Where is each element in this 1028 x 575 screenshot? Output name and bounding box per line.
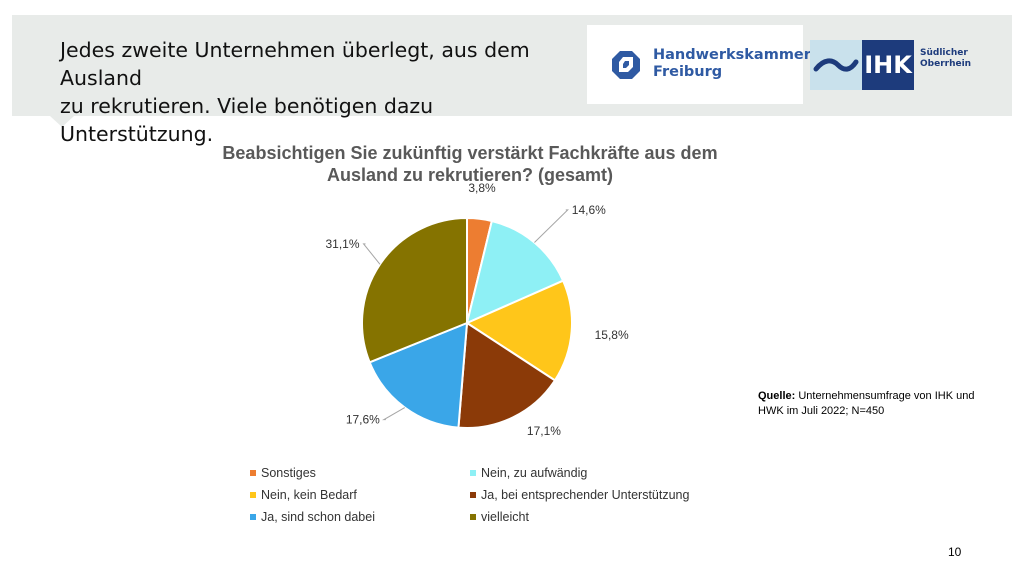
ihk-logo-wave [810,40,862,90]
legend-item-vielleicht: vielleicht [470,510,529,524]
data-label-1: 14,6% [572,203,606,217]
hwk-logo-text: Handwerkskammer Freiburg [653,47,811,81]
ihk-region-line-1: Südlicher [920,48,968,58]
chart-title-line-2: Ausland zu rekrutieren? (gesamt) [326,165,614,185]
headline-line-1: Jedes zweite Unternehmen überlegt, aus d… [60,38,530,90]
legend-item-ja-unterstuetzung: Ja, bei entsprechender Unterstützung [470,488,689,502]
chart-title: Beabsichtigen Sie zukünftig verstärkt Fa… [160,142,780,186]
legend-swatch [470,469,476,476]
legend-swatch [250,469,256,476]
leader-line-4 [381,407,406,421]
legend-label: Ja, bei entsprechender Unterstützung [481,488,690,502]
ihk-region-line-2: Oberrhein [920,59,972,69]
hwk-name-line-2: Freiburg [653,64,723,80]
legend-label: Nein, kein Bedarf [261,488,357,502]
hwk-logo-icon [612,51,640,79]
page-number: 10 [948,545,962,559]
source-label: Quelle: [758,390,796,402]
pie-slice-1 [465,219,565,325]
ihk-logo-mark: IHK [862,40,914,90]
slide-headline: Jedes zweite Unternehmen überlegt, aus d… [60,36,570,148]
legend-swatch [250,491,256,498]
chart-title-line-1: Beabsichtigen Sie zukünftig verstärkt Fa… [222,143,718,163]
source-note: Quelle: Unternehmensumfrage von IHK und … [758,389,998,419]
legend-item-kein-bedarf: Nein, kein Bedarf [250,488,357,502]
legend-item-nein-aufwaendig: Nein, zu aufwändig [470,466,587,480]
data-label-2: 15,8% [595,328,629,342]
leader-line-5 [362,243,381,265]
data-label-3: 17,1% [527,424,561,438]
leader-line-1 [534,209,570,243]
banner-pointer [50,116,74,127]
legend-swatch [470,513,476,520]
wave-icon [813,58,859,72]
legend-label: Ja, sind schon dabei [261,510,375,524]
legend-label: Nein, zu aufwändig [481,466,588,480]
headline-line-2: zu rekrutieren. Viele benötigen dazu Unt… [60,94,434,146]
legend-swatch [250,513,256,520]
data-label-4: 17,6% [346,413,380,427]
pie-slice-2 [464,279,573,382]
hwk-name-line-1: Handwerkskammer [653,47,811,63]
ihk-region-text: Südlicher Oberrhein [920,48,971,70]
data-label-0: 3,8% [468,181,496,195]
legend-label: vielleicht [481,510,529,524]
pie-slice-3 [457,321,557,429]
source-text: Unternehmensumfrage von IHK und HWK im J… [758,390,975,417]
legend-item-sonstiges: Sonstiges [250,466,316,480]
hwk-logo-box [587,25,803,104]
legend-item-schon-dabei: Ja, sind schon dabei [250,510,375,524]
pie-slice-5 [361,216,468,364]
data-label-5: 31,1% [326,237,360,251]
legend-label: Sonstiges [261,466,316,480]
legend-swatch [470,491,476,498]
